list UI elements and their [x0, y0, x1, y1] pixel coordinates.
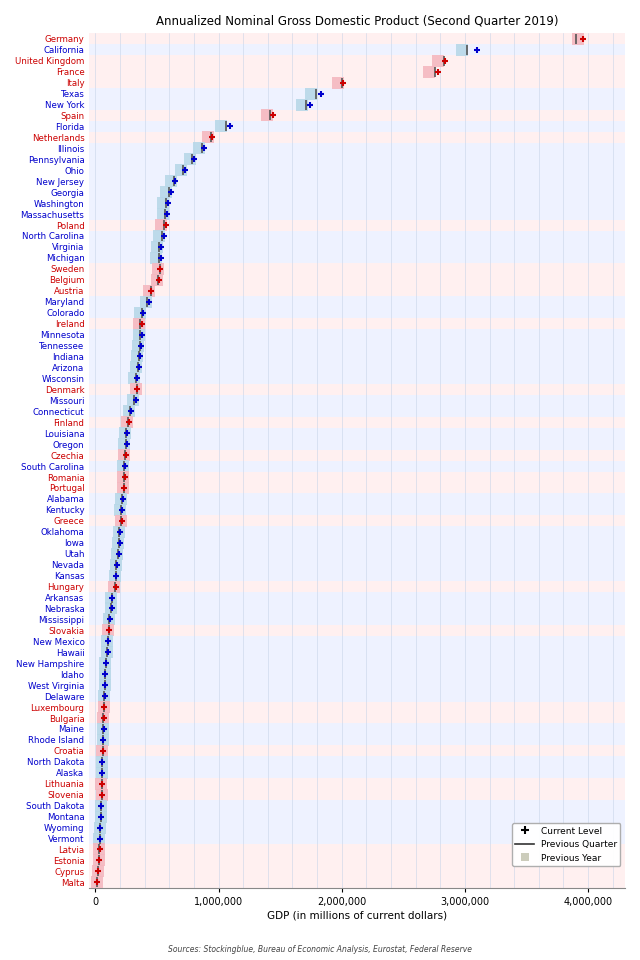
Bar — [89, 329, 625, 340]
Bar — [89, 77, 625, 88]
Bar — [89, 483, 625, 493]
Bar — [89, 372, 625, 384]
Title: Annualized Nominal Gross Domestic Product (Second Quarter 2019): Annualized Nominal Gross Domestic Produc… — [156, 15, 558, 28]
Bar — [89, 449, 625, 461]
Bar — [89, 680, 625, 690]
Bar — [89, 132, 625, 143]
Bar — [89, 724, 625, 734]
Bar — [89, 811, 625, 822]
Bar — [89, 581, 625, 592]
Bar — [89, 538, 625, 548]
Bar — [89, 493, 625, 504]
Bar — [89, 636, 625, 647]
Bar — [89, 88, 625, 99]
Bar — [89, 504, 625, 516]
Bar — [89, 712, 625, 724]
Text: Sources: Stockingblue, Bureau of Economic Analysis, Eurostat, Federal Reserve: Sources: Stockingblue, Bureau of Economi… — [168, 946, 472, 954]
X-axis label: GDP (in millions of current dollars): GDP (in millions of current dollars) — [267, 911, 447, 921]
Bar — [89, 570, 625, 581]
Bar — [89, 559, 625, 570]
Bar — [89, 395, 625, 406]
Bar — [89, 516, 625, 526]
Bar — [89, 208, 625, 220]
Bar — [89, 165, 625, 176]
Bar — [89, 669, 625, 680]
Bar — [89, 285, 625, 297]
Bar — [89, 461, 625, 471]
Bar — [89, 297, 625, 307]
Bar — [89, 844, 625, 855]
Bar — [89, 307, 625, 318]
Bar — [89, 658, 625, 669]
Bar — [89, 176, 625, 186]
Bar — [89, 614, 625, 625]
Bar — [89, 362, 625, 372]
Bar — [89, 866, 625, 876]
Bar — [89, 44, 625, 56]
Bar — [89, 603, 625, 614]
Bar — [89, 56, 625, 66]
Bar — [89, 242, 625, 252]
Bar — [89, 99, 625, 110]
Bar — [89, 745, 625, 756]
Bar — [89, 186, 625, 198]
Bar — [89, 66, 625, 77]
Bar — [89, 690, 625, 702]
Bar — [89, 876, 625, 888]
Bar — [89, 428, 625, 439]
Bar — [89, 154, 625, 165]
Bar — [89, 275, 625, 285]
Bar — [89, 384, 625, 395]
Bar — [89, 592, 625, 603]
Bar — [89, 822, 625, 833]
Bar — [89, 625, 625, 636]
Bar — [89, 471, 625, 483]
Bar — [89, 121, 625, 132]
Bar — [89, 734, 625, 745]
Bar — [89, 548, 625, 559]
Bar — [89, 779, 625, 789]
Bar — [89, 252, 625, 263]
Bar — [89, 318, 625, 329]
Bar — [89, 439, 625, 449]
Bar — [89, 647, 625, 658]
Bar — [89, 198, 625, 208]
Bar — [89, 340, 625, 351]
Bar — [89, 767, 625, 779]
Bar — [89, 230, 625, 242]
Bar — [89, 833, 625, 844]
Bar — [89, 756, 625, 767]
Bar — [89, 263, 625, 275]
Bar — [89, 855, 625, 866]
Bar — [89, 702, 625, 712]
Bar — [89, 526, 625, 538]
Bar — [89, 34, 625, 44]
Bar — [89, 110, 625, 121]
Bar — [89, 417, 625, 428]
Bar — [89, 220, 625, 230]
Bar — [89, 789, 625, 801]
Bar — [89, 351, 625, 362]
Bar — [89, 406, 625, 417]
Bar — [89, 801, 625, 811]
Bar — [89, 143, 625, 154]
Legend: Current Level, Previous Quarter, Previous Year: Current Level, Previous Quarter, Previou… — [512, 823, 621, 866]
